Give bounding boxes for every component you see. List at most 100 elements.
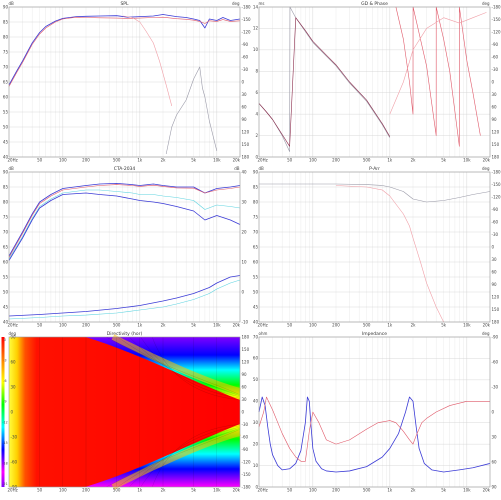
y-tick-label: 0 (11, 409, 14, 414)
y-tick-label: 60 (3, 94, 9, 99)
y-tick-label: 85 (3, 19, 9, 24)
right-tick-label: 90 (242, 117, 248, 122)
y-tick-label: 75 (253, 214, 259, 219)
plot-area (259, 7, 490, 157)
plot-frame (8, 336, 241, 488)
right-tick-label: -120 (492, 194, 501, 199)
right-tick-label: 180 (242, 334, 250, 339)
directivity-heatmap (9, 334, 241, 490)
right-tick-label: -90 (242, 42, 249, 47)
x-tick-label: 100 (59, 323, 67, 328)
color-scale-label: 0 (4, 338, 6, 342)
right-tick-label: -180 (242, 484, 252, 489)
color-scale-bar (1, 337, 5, 487)
y-tick-label: 70 (3, 64, 9, 69)
series-line-3 (8, 192, 241, 261)
y-tick-label: 6 (255, 90, 258, 95)
right-unit-label: dB (234, 166, 240, 171)
x-tick-label: 10k (213, 158, 221, 163)
x-tick-label: 500 (113, 323, 121, 328)
y-tick-label: 40 (3, 154, 9, 159)
y-tick-label: 45 (3, 304, 9, 309)
series-line-2 (8, 189, 241, 260)
series-line-1 (8, 184, 241, 258)
right-tick-label: 0 (242, 289, 245, 294)
series-line-3 (389, 12, 487, 115)
x-tick-label: 2k (161, 488, 167, 493)
right-tick-label: 150 (242, 347, 250, 352)
x-tick-label: 500 (113, 158, 121, 163)
y-tick-label: 85 (253, 184, 259, 189)
right-tick-label: -150 (492, 182, 501, 187)
x-tick-label: 2k (411, 488, 417, 493)
y-tick-label: 60 (11, 359, 17, 364)
y-tick-label: 30 (11, 384, 17, 389)
right-tick-label: 90 (492, 117, 498, 122)
x-tick-label: 1k (387, 158, 393, 163)
series-line-2 (122, 15, 173, 107)
x-tick-label: 20Hz (8, 323, 18, 328)
x-tick-label: 2k (161, 323, 167, 328)
series-line-1 (258, 17, 391, 147)
heatmap-contour (129, 336, 241, 398)
right-tick-label: 30 (242, 92, 248, 97)
x-tick-label: 100 (309, 488, 317, 493)
x-tick-label: 10k (463, 323, 471, 328)
right-tick-label: 0 (242, 79, 245, 84)
series-group (258, 6, 487, 152)
y-tick-label: 50 (3, 124, 9, 129)
right-tick-label: -30 (492, 232, 499, 237)
right-tick-label: -180 (242, 4, 252, 9)
right-tick-label: -120 (242, 459, 252, 464)
plot-frame (258, 171, 491, 323)
x-tick-label: 200 (332, 158, 340, 163)
y-tick-label: 4 (255, 111, 258, 116)
color-scale-label: -15 (2, 441, 7, 445)
y-tick-label: 60 (253, 356, 259, 361)
right-tick-label: -90 (492, 42, 499, 47)
right-tick-label: -180 (492, 4, 501, 9)
y-tick-label: 20 (253, 441, 259, 446)
series-line-1 (258, 396, 490, 462)
x-tick-label: 100 (309, 158, 317, 163)
x-tick-label: 200 (332, 323, 340, 328)
series-group (258, 396, 491, 473)
series-group (8, 183, 241, 320)
series-line-1 (335, 185, 444, 323)
y-tick-label: 80 (3, 199, 9, 204)
y-tick-label: 55 (3, 274, 9, 279)
y-tick-label: 40 (253, 319, 259, 324)
series-line-0 (259, 183, 491, 203)
x-tick-label: 5k (441, 158, 447, 163)
grid (8, 171, 241, 323)
right-unit-label: deg (482, 1, 490, 6)
x-tick-label: 50 (287, 158, 293, 163)
y-tick-label: 12 (253, 26, 259, 31)
heatmap-fringe-lower (111, 430, 241, 490)
chart-title: Impedance (362, 331, 387, 337)
series-group (8, 14, 241, 155)
series-line-0 (8, 14, 241, 86)
x-tick-label: 500 (363, 323, 371, 328)
y-tick-label: 40 (3, 319, 9, 324)
right-tick-label: -60 (492, 359, 499, 364)
right-tick-label: -30 (242, 422, 249, 427)
chart-title: P-Arr (369, 166, 380, 172)
x-tick-label: 100 (59, 158, 67, 163)
x-tick-label: 5k (441, 323, 447, 328)
series-line-3 (165, 66, 218, 155)
y-tick-label: 65 (253, 244, 259, 249)
chart-title: CTA-2034 (114, 166, 136, 172)
x-tick-label: 1k (137, 488, 143, 493)
y-tick-label: 2 (255, 133, 258, 138)
y-tick-label: 50 (3, 289, 9, 294)
x-tick-label: 1k (137, 158, 143, 163)
right-tick-label: 180 (492, 154, 500, 159)
series-line-5 (8, 279, 241, 320)
x-tick-label: 100 (59, 488, 67, 493)
right-tick-label: 120 (492, 129, 500, 134)
y-tick-label: 90 (253, 169, 259, 174)
panel-directivity: Directivity (hor)deg0-3-6-9-12-15-18-21-… (1, 331, 252, 493)
right-tick-label: -150 (242, 17, 252, 22)
